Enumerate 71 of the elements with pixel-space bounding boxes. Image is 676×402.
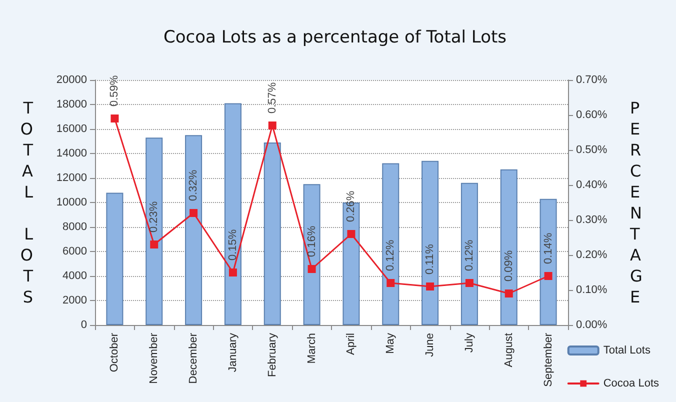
x-tick-label: October [108,332,121,372]
x-tick-label: May [384,332,397,354]
x-tick-label: July [463,332,476,353]
y-tick-label: 6000 [62,246,87,258]
point [190,209,198,217]
y2-tick-label: 0.50% [576,144,608,156]
bar [146,138,163,325]
legend-label: Total Lots [603,344,651,356]
data-label: 0.12% [463,240,476,271]
bar [540,198,557,325]
point [228,268,237,276]
x-tick-label: June [424,333,436,357]
legend-label: Cocoa Lots [603,378,660,390]
x-tick-label: January [226,332,239,372]
y2-tick-label: 0.10% [576,284,608,296]
data-label: 0.26% [345,190,358,222]
bar [382,163,400,325]
y-tick-label: 16000 [56,123,87,135]
text: TOTAL LOTS [20,98,33,306]
y-tick-label: 10000 [56,196,87,208]
point [347,230,356,238]
data-label: 0.32% [188,170,200,201]
x-tick-label: August [502,333,515,368]
x-tick-label: November [148,332,160,384]
y2-tick-label: 0.70% [576,74,608,86]
bar [224,103,242,325]
bar [264,142,281,325]
y-tick-label: 20000 [56,74,87,86]
y-tick-label: 0 [80,319,87,331]
point [150,240,158,248]
y-tick-label: 4000 [62,270,87,282]
point [308,265,316,273]
y2-tick-label: 0.30% [576,214,608,226]
data-label: 0.11% [424,244,436,274]
point [544,272,552,280]
data-label: 0.14% [542,232,554,264]
bar [185,135,202,325]
bar [500,169,518,325]
point [386,279,395,287]
point [504,290,513,298]
x-tick-label: March [306,333,318,364]
point [268,122,276,130]
data-label: 0.12% [384,240,397,271]
data-label: 0.09% [502,250,515,282]
y-tick-label: 14000 [56,148,87,160]
x-tick-label: December [188,332,200,384]
y-tick-label: 2000 [62,294,87,306]
data-label: 0.57% [266,82,278,114]
y-tick-label: 8000 [62,221,87,233]
point [110,114,119,122]
data-label: 0.16% [306,226,318,257]
point [426,282,434,290]
chart-title: Cocoa Lots as a percentage of Total Lots [163,28,507,48]
bar [460,182,478,325]
x-tick-label: February [266,332,278,378]
x-tick-label: April [345,333,358,356]
bar [303,184,320,325]
data-label: 0.15% [226,229,239,260]
text: PERCENTAGE [630,98,642,306]
bar [422,160,439,325]
data-label: 0.59% [108,75,121,106]
point [465,279,474,287]
y2-tick-label: 0.60% [576,109,608,121]
bar [106,192,124,325]
x-tick-label: September [542,332,554,387]
data-label: 0.23% [148,201,160,232]
y2-tick-label: 0.00% [576,319,608,331]
y-tick-label: 12000 [56,172,87,184]
y2-tick-label: 0.20% [576,249,608,261]
y2-tick-label: 0.40% [576,179,608,191]
y-tick-label: 18000 [56,98,87,110]
